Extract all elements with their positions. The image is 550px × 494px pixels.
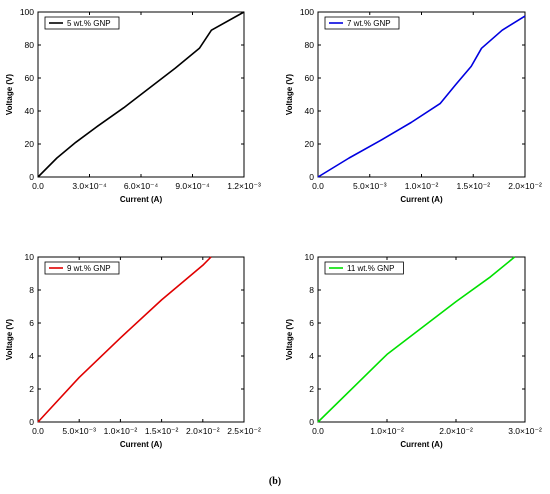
legend-box <box>324 261 404 275</box>
x-axis-title: Current (A) <box>400 440 443 449</box>
x-tick-label: 1.5×10⁻² <box>145 426 179 436</box>
y-tick-label: 6 <box>29 318 34 328</box>
y-tick-label: 8 <box>309 285 314 295</box>
series-line <box>317 256 516 423</box>
legend-label: 11 wt.% GNP <box>347 264 394 273</box>
legend-label: 9 wt.% GNP <box>67 264 111 273</box>
x-tick-label: 5.0×10⁻³ <box>62 426 96 436</box>
y-tick-label: 0 <box>29 172 34 182</box>
y-tick-label: 40 <box>25 106 35 116</box>
chart-panel-3: 0.0 5.0×10⁻³ 1.0×10⁻² 1.5×10⁻² 2.0×10⁻² 2.5×1… <box>5 252 261 449</box>
panel-caption: (b) <box>268 476 282 487</box>
y-tick-label: 60 <box>305 73 315 83</box>
y-tick-label: 2 <box>29 384 34 394</box>
y-tick-label: 20 <box>305 139 315 149</box>
x-tick-label: 3.0×10⁻² <box>508 426 542 436</box>
y-tick-label: 4 <box>309 351 314 361</box>
y-tick-label: 0 <box>29 417 34 427</box>
plot-frame <box>317 256 526 423</box>
y-tick-label: 8 <box>29 285 34 295</box>
x-tick-label: 1.0×10⁻² <box>370 426 404 436</box>
plot-frame <box>37 256 245 423</box>
x-tick-label: 1.0×10⁻² <box>405 181 439 191</box>
chart-panel-4: 0.0 1.0×10⁻² 2.0×10⁻² 3.0×10⁻² 0 2 4 6 8 10 Curren… <box>285 252 542 449</box>
series-line <box>37 11 245 178</box>
legend-box <box>44 261 120 275</box>
x-tick-label: 2.0×10⁻² <box>186 426 220 436</box>
x-tick-label: 3.0×10⁻⁴ <box>72 181 107 191</box>
x-tick-label: 6.0×10⁻⁴ <box>124 181 159 191</box>
y-tick-label: 0 <box>309 417 314 427</box>
x-tick-label: 2.0×10⁻² <box>508 181 542 191</box>
x-tick-label: 9.0×10⁻⁴ <box>175 181 210 191</box>
y-tick-label: 10 <box>25 252 35 262</box>
y-axis-title: Voltage (V) <box>5 319 14 361</box>
x-tick-label: 0.0 <box>312 426 324 436</box>
legend-label: 7 wt.% GNP <box>347 19 391 28</box>
y-axis-title: Voltage (V) <box>5 74 14 116</box>
y-tick-label: 80 <box>305 40 315 50</box>
y-tick-label: 4 <box>29 351 34 361</box>
x-tick-label: 0.0 <box>32 426 44 436</box>
series-line <box>317 15 526 178</box>
y-tick-label: 2 <box>309 384 314 394</box>
y-tick-label: 10 <box>305 252 315 262</box>
chart-panel-2: 0.0 5.0×10⁻³ 1.0×10⁻² 1.5×10⁻² 2.0×10⁻² 0 20 40… <box>285 7 542 204</box>
x-tick-label: 2.0×10⁻² <box>439 426 473 436</box>
y-tick-label: 6 <box>309 318 314 328</box>
y-axis-title: Voltage (V) <box>285 74 294 116</box>
x-axis-title: Current (A) <box>120 440 163 449</box>
y-tick-label: 40 <box>305 106 315 116</box>
y-tick-label: 60 <box>25 73 35 83</box>
chart-panel-1: 0.0 3.0×10⁻⁴ 6.0×10⁻⁴ 9.0×10⁻⁴ 1.2×10⁻³ 0 20 40… <box>5 7 261 204</box>
x-tick-label: 0.0 <box>312 181 324 191</box>
x-axis-title: Current (A) <box>400 195 443 204</box>
y-tick-label: 100 <box>20 7 34 17</box>
y-tick-label: 80 <box>25 40 35 50</box>
y-tick-label: 20 <box>25 139 35 149</box>
y-tick-label: 100 <box>300 7 314 17</box>
y-tick-label: 0 <box>309 172 314 182</box>
x-tick-label: 5.0×10⁻³ <box>353 181 387 191</box>
x-tick-label: 0.0 <box>32 181 44 191</box>
x-tick-label: 2.5×10⁻² <box>227 426 261 436</box>
x-tick-label: 1.0×10⁻² <box>104 426 138 436</box>
legend-label: 5 wt.% GNP <box>67 19 111 28</box>
x-tick-label: 1.5×10⁻² <box>456 181 490 191</box>
series-line <box>37 256 212 423</box>
x-axis-title: Current (A) <box>120 195 163 204</box>
y-axis-title: Voltage (V) <box>285 319 294 361</box>
x-tick-label: 1.2×10⁻³ <box>227 181 261 191</box>
legend-box <box>324 16 400 30</box>
legend-box <box>44 16 120 30</box>
